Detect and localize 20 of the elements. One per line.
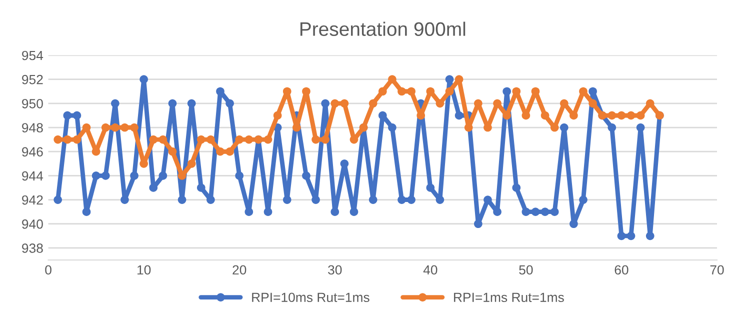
- y-tick-label: 948: [22, 123, 43, 132]
- y-tick-label: 950: [22, 98, 43, 108]
- y-tick-label: 954: [22, 50, 44, 60]
- chart-title: Presentation 900ml: [300, 22, 466, 36]
- x-tick-label: 50: [519, 265, 533, 275]
- y-tick-label: 938: [22, 244, 43, 253]
- legend-label: RPI=1ms Rut=1ms: [454, 292, 564, 302]
- y-tick-label: 940: [22, 219, 43, 229]
- y-tick-label: 944: [22, 171, 44, 181]
- x-tick-label: 10: [137, 265, 151, 275]
- y-tick-label: 952: [22, 74, 43, 84]
- x-tick-label: 20: [232, 265, 246, 275]
- x-tick-label: 30: [328, 265, 342, 275]
- legend-label: RPI=10ms Rut=1ms: [252, 292, 370, 302]
- x-tick-label: 40: [423, 265, 438, 275]
- x-tick-label: 60: [614, 265, 628, 275]
- x-tick-label: 0: [45, 265, 52, 275]
- y-tick-label: 946: [22, 147, 43, 157]
- x-tick-label: 70: [710, 265, 724, 275]
- y-tick-label: 942: [22, 195, 43, 205]
